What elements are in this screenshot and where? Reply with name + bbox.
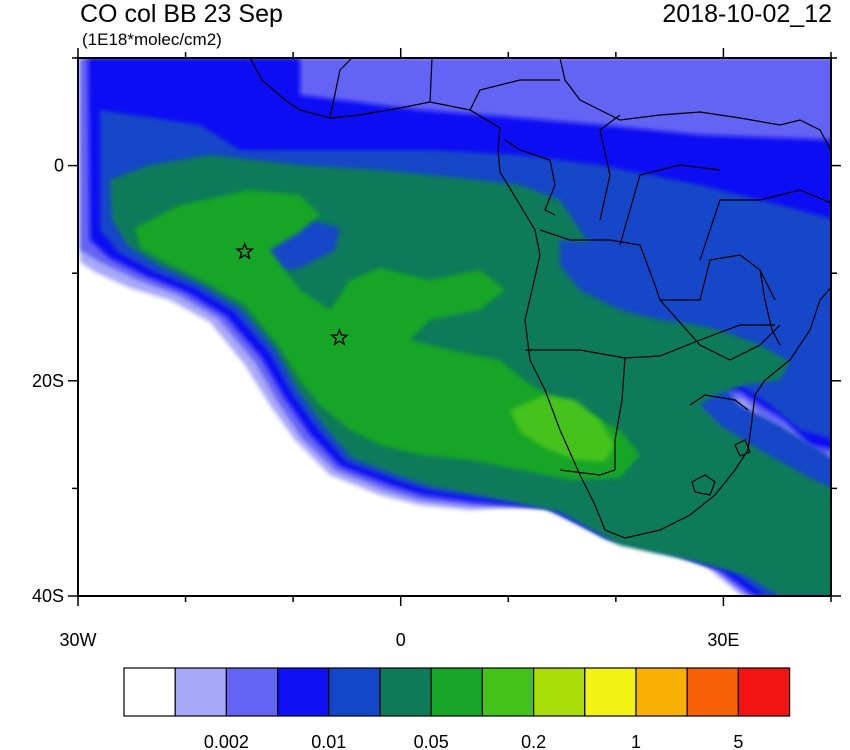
colorbar-tick-label: 0.2 xyxy=(521,732,546,750)
colorbar-swatch xyxy=(481,667,535,717)
co-plume-field xyxy=(80,58,831,596)
lon-label: 30E xyxy=(707,630,739,650)
colorbar xyxy=(123,667,791,717)
colorbar-swatch xyxy=(584,667,637,717)
axis-ticks xyxy=(68,48,841,606)
colorbar-tick-label: 0.05 xyxy=(414,732,449,750)
longitude-labels: 30W 0 30E xyxy=(59,630,739,650)
colorbar-swatch xyxy=(430,667,484,717)
colorbar-swatch xyxy=(737,667,791,717)
colorbar-swatch xyxy=(635,667,688,717)
plume-island-darkblue-east xyxy=(560,240,790,330)
lon-label: 30W xyxy=(59,630,96,650)
colorbar-tick-label: 1 xyxy=(631,732,641,750)
latitude-labels: 0 20S 40S xyxy=(32,156,64,606)
coastlines xyxy=(249,58,831,539)
station-markers xyxy=(235,241,349,346)
colorbar-swatch xyxy=(123,667,176,717)
colorbar-swatch xyxy=(277,667,330,717)
colorbar-tick-label: 5 xyxy=(733,732,743,750)
lat-label: 0 xyxy=(54,156,64,176)
lat-label: 20S xyxy=(32,371,64,391)
colorbar-swatch xyxy=(174,667,227,717)
lon-label: 0 xyxy=(396,630,406,650)
colorbar-tick-label: 0.002 xyxy=(204,732,249,750)
star-marker-1 xyxy=(235,241,255,260)
map-title: CO col BB 23 Sep xyxy=(80,0,283,28)
star-marker-2 xyxy=(329,327,349,346)
colorbar-swatch xyxy=(686,667,740,717)
plume-level-limegreen xyxy=(510,395,615,462)
colorbar-swatch xyxy=(225,667,279,717)
map-frame xyxy=(77,57,832,597)
colorbar-labels: 0.002 0.01 0.05 0.2 1 5 xyxy=(204,732,744,750)
colorbar-swatch xyxy=(532,667,586,717)
colorbar-tick-label: 0.01 xyxy=(311,732,346,750)
lat-label: 40S xyxy=(32,586,64,606)
units-label: (1E18*molec/cm2) xyxy=(82,30,222,49)
datetime-label: 2018-10-02_12 xyxy=(662,0,832,28)
colorbar-swatch xyxy=(379,667,432,717)
colorbar-swatch xyxy=(328,667,381,717)
plume-level-green xyxy=(135,190,640,480)
